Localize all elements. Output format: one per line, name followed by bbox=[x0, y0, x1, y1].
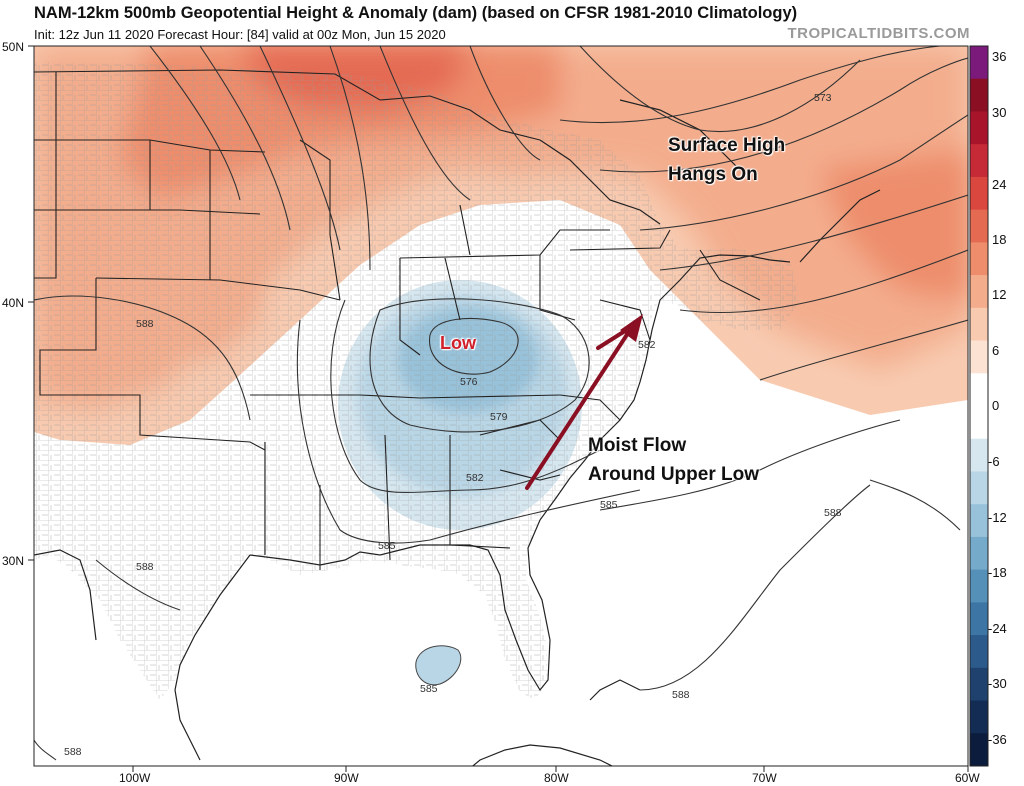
map-title: NAM-12km 500mb Geopotential Height & Ano… bbox=[34, 4, 798, 22]
map-subtitle: Init: 12z Jun 11 2020 Forecast Hour: [84… bbox=[34, 27, 446, 42]
map-frame bbox=[33, 45, 969, 767]
surface-high-annotation: Surface High Hangs On bbox=[668, 131, 785, 189]
lat-label-30n: 30N bbox=[2, 554, 25, 568]
colorbar-label: -30 bbox=[988, 676, 1007, 691]
colorbar-segment bbox=[970, 111, 988, 145]
colorbar-label: -6 bbox=[988, 454, 1000, 469]
contour-label-588: 588 bbox=[64, 746, 82, 758]
colorbar-segment bbox=[970, 373, 988, 407]
colorbar-label: 6 bbox=[992, 343, 1000, 358]
state-boundaries bbox=[34, 69, 761, 570]
colorbar-segment bbox=[970, 307, 988, 342]
contour-label-576: 576 bbox=[460, 376, 478, 388]
moist-flow-line2: Around Upper Low bbox=[588, 464, 759, 485]
contour-label-579: 579 bbox=[490, 411, 508, 423]
colorbar-segment bbox=[970, 176, 988, 211]
colorbar-segment bbox=[970, 504, 988, 538]
brand-watermark: TROPICALTIDBITS.COM bbox=[787, 25, 970, 42]
colorbar-segment bbox=[970, 536, 988, 571]
colorbar-segment bbox=[970, 242, 988, 276]
contour-label-588: 588 bbox=[136, 561, 154, 573]
colorbar-label: 0 bbox=[992, 398, 1000, 413]
colorbar-segment bbox=[970, 78, 988, 112]
surface-high-line1: Surface High bbox=[668, 135, 786, 156]
lon-label-90w: 90W bbox=[334, 771, 359, 785]
colorbar-segment bbox=[970, 602, 988, 636]
anomaly-colorbar bbox=[969, 45, 989, 767]
lat-label-50n: 50N bbox=[2, 40, 25, 54]
colorbar-label: 36 bbox=[992, 49, 1007, 64]
coastlines bbox=[34, 99, 881, 766]
colorbar-segment bbox=[970, 438, 988, 472]
colorbar-segment bbox=[970, 569, 988, 603]
colorbar-segment bbox=[970, 700, 988, 734]
colorbar-segment bbox=[970, 406, 988, 440]
moist-flow-line1: Moist Flow bbox=[588, 435, 687, 456]
colorbar-segment bbox=[970, 340, 988, 374]
contour-label-585: 585 bbox=[600, 499, 618, 511]
lon-label-70w: 70W bbox=[752, 771, 777, 785]
colorbar-label: 18 bbox=[992, 232, 1007, 247]
contour-label-582: 582 bbox=[638, 339, 656, 351]
contour-label-585: 585 bbox=[378, 540, 396, 552]
colorbar-label: 30 bbox=[992, 105, 1007, 120]
colorbar-label: -12 bbox=[988, 510, 1007, 525]
colorbar-segment bbox=[970, 144, 988, 178]
contour-label-588: 588 bbox=[136, 318, 154, 330]
low-label: Low bbox=[440, 333, 476, 353]
contour-label-588: 588 bbox=[672, 689, 690, 701]
lon-label-100w: 100W bbox=[119, 771, 151, 785]
colorbar-segment bbox=[970, 635, 988, 669]
colorbar-segment bbox=[970, 667, 988, 702]
contour-label-588: 588 bbox=[824, 507, 842, 519]
lat-label-40n: 40N bbox=[2, 296, 25, 310]
contour-label-573: 573 bbox=[814, 92, 832, 104]
colorbar-segment bbox=[970, 733, 988, 767]
lon-label-60w: 60W bbox=[955, 771, 980, 785]
contour-label-582: 582 bbox=[466, 472, 484, 484]
colorbar-segment bbox=[970, 46, 988, 80]
colorbar-label: -36 bbox=[988, 732, 1007, 747]
lon-label-80w: 80W bbox=[544, 771, 569, 785]
moist-flow-annotation: Moist Flow Around Upper Low bbox=[588, 431, 759, 489]
colorbar-label: 24 bbox=[992, 177, 1007, 192]
colorbar-segment bbox=[970, 209, 988, 243]
height-contours bbox=[34, 46, 968, 761]
surface-high-line2: Hangs On bbox=[668, 164, 758, 185]
colorbar-label: 12 bbox=[992, 287, 1007, 302]
moist-flow-arrow bbox=[525, 314, 643, 490]
colorbar-segment bbox=[970, 275, 988, 309]
colorbar-label: -24 bbox=[988, 621, 1007, 636]
colorbar-label: -18 bbox=[988, 565, 1007, 580]
contour-label-585: 585 bbox=[420, 683, 438, 695]
colorbar-frame bbox=[969, 45, 989, 767]
axis-ticks bbox=[28, 45, 969, 772]
colorbar-segment bbox=[970, 471, 988, 505]
